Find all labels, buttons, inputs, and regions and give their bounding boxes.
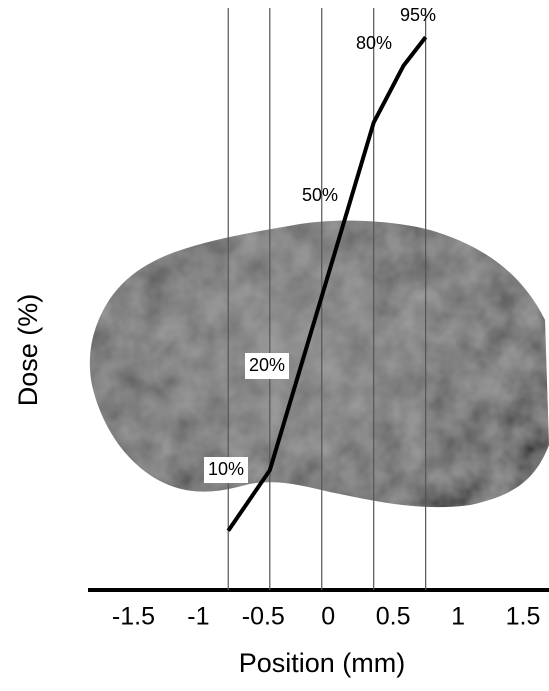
- x-tick-label: 0: [321, 603, 335, 631]
- x-axis-title: Position (mm): [239, 648, 406, 678]
- x-tick-label: -1.5: [112, 603, 155, 631]
- x-tick-label: 1: [451, 603, 465, 631]
- annotation: 50%: [302, 185, 338, 205]
- annotation: 80%: [356, 33, 392, 53]
- x-tick-label: -0.5: [242, 603, 285, 631]
- tissue-image: [90, 221, 549, 507]
- annotation: 95%: [400, 5, 436, 25]
- x-tick-label: 1.5: [506, 603, 541, 631]
- chart: Position (mm) Dose (%) -1.5 -1 -0.5 0 0.5 1 1.…: [0, 0, 549, 691]
- annotation: 10%: [208, 459, 244, 479]
- x-tick-label: 0.5: [376, 603, 411, 631]
- x-tick-label: -1: [187, 603, 209, 631]
- annotation: 20%: [249, 355, 285, 375]
- y-axis-title: Dose (%): [13, 294, 43, 407]
